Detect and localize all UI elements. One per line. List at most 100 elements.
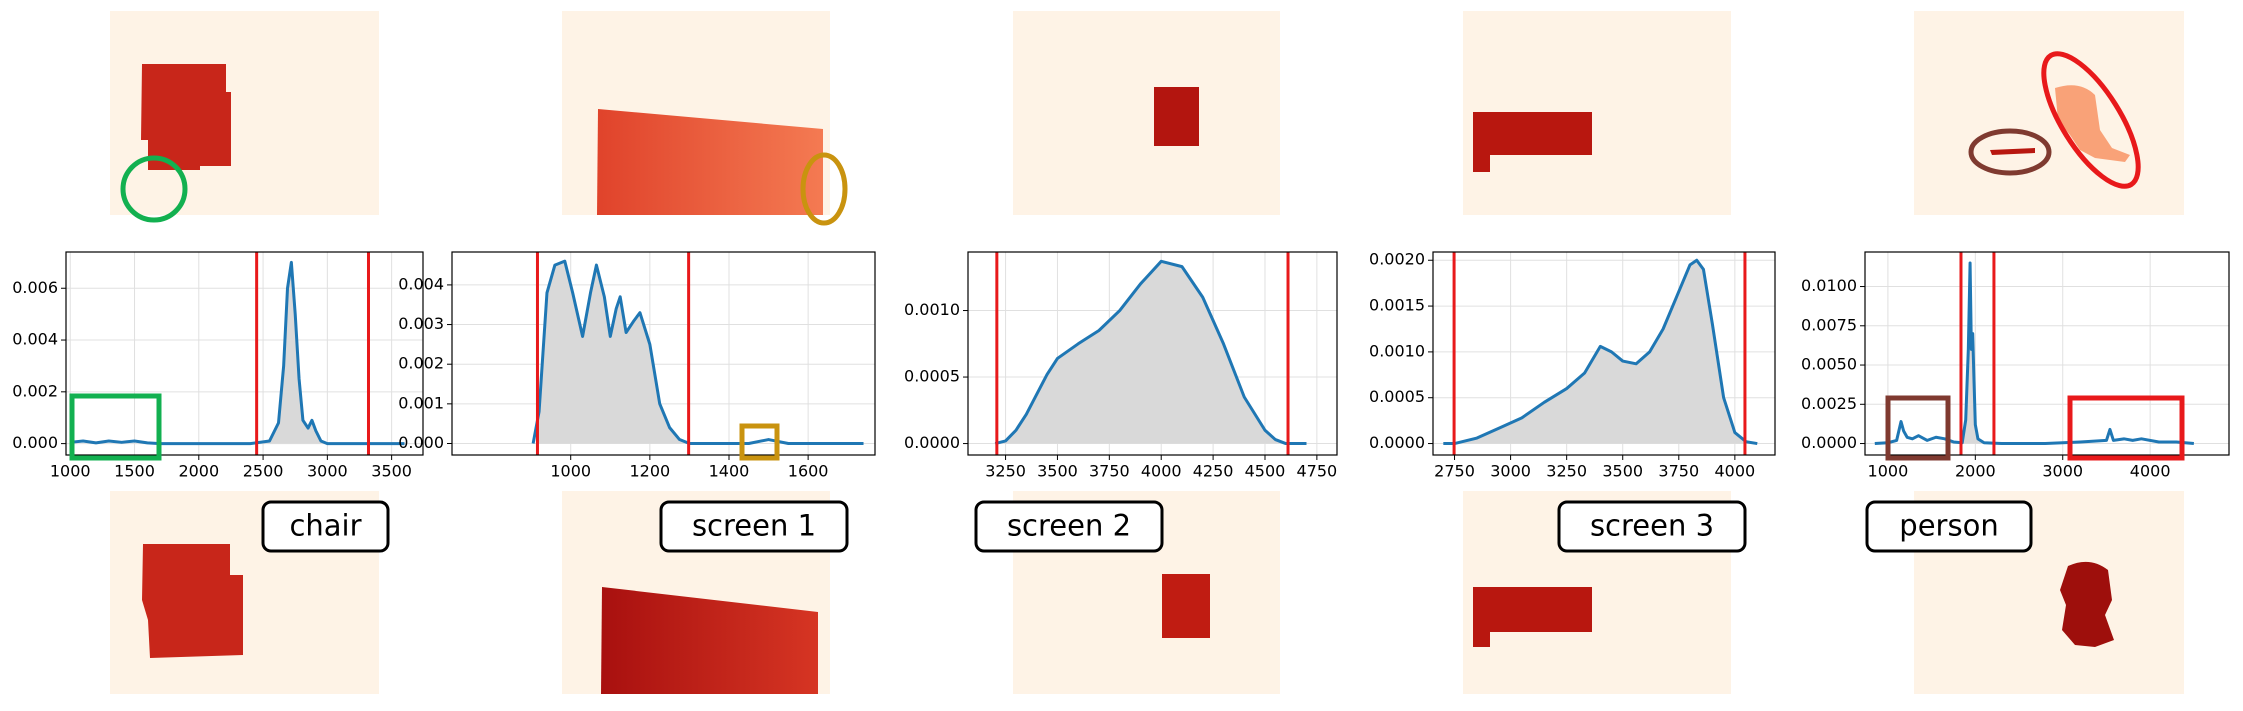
- object-mask: [141, 64, 231, 170]
- object-label: screen 3: [1590, 509, 1714, 543]
- y-tick-label: 0.002: [398, 354, 444, 373]
- x-tick-label: 3500: [1037, 462, 1078, 481]
- plot-background: [1865, 252, 2229, 455]
- object-mask: [142, 544, 243, 658]
- x-tick-label: 3250: [1546, 462, 1587, 481]
- label-box: [974, 500, 1164, 553]
- x-tick-label: 4750: [1297, 462, 1338, 481]
- y-tick-label: 0.001: [398, 393, 444, 412]
- x-tick-label: 3750: [1089, 462, 1130, 481]
- shaded-region: [996, 261, 1289, 444]
- y-tick-label: 0.0075: [1801, 315, 1857, 334]
- y-tick-label: 0.004: [398, 274, 444, 293]
- chart-panel: 1000 1500 2000 2500 3000 3500 0.000 0.002 0.004 0…: [12, 251, 424, 553]
- x-tick-label: 1500: [114, 462, 155, 481]
- chart-panel: 1000 1200 1400 1600 0.000 0.001 0.002 0.003 0.00…: [398, 251, 876, 553]
- label-box: [261, 500, 390, 553]
- density-curve: [1874, 261, 2194, 446]
- x-tick-label: 3000: [307, 462, 348, 481]
- object-label: chair: [289, 509, 361, 543]
- x-tick-label: 1000: [50, 462, 91, 481]
- y-tick-label: 0.0000: [904, 433, 960, 452]
- x-tick-label: 4000: [2130, 462, 2171, 481]
- object-label: screen 2: [1007, 509, 1131, 543]
- y-tick-label: 0.000: [12, 433, 58, 452]
- y-tick-label: 0.0005: [904, 367, 960, 386]
- x-tick-label: 1000: [550, 462, 591, 481]
- x-tick-label: 4250: [1193, 462, 1234, 481]
- density-curve: [70, 260, 405, 446]
- x-tick-label: 1400: [709, 462, 750, 481]
- chart-panel: 1000 2000 3000 4000 0.0000 0.0025 0.0050 0.0075…: [1801, 251, 2230, 553]
- depth-image: [1914, 11, 2184, 215]
- y-tick-label: 0.0000: [1369, 433, 1425, 452]
- plot-frame: [451, 251, 876, 456]
- x-tick-label: 3000: [2042, 462, 2083, 481]
- highlight-circle: [120, 155, 188, 223]
- y-tick-label: 0.006: [12, 278, 58, 297]
- label-box: [659, 500, 849, 553]
- density-curve: [1443, 258, 1758, 446]
- highlight-ellipse: [1968, 128, 2052, 176]
- y-tick-label: 0.0025: [1801, 394, 1857, 413]
- plot-frame: [1432, 251, 1776, 456]
- density-curve: [531, 259, 864, 446]
- highlight-box: [739, 423, 780, 461]
- highlight-box: [69, 393, 162, 461]
- x-tick-label: 2000: [178, 462, 219, 481]
- chart-panel: 2750 3000 3250 3500 3750 4000 0.0000 0.0005 0.00…: [1369, 250, 1776, 553]
- highlight-box: [1885, 395, 1951, 461]
- shaded-region: [1454, 260, 1745, 444]
- x-tick-label: 3250: [985, 462, 1026, 481]
- chart-panel: 3250 3500 3750 4000 4250 4500 4750 0.0000 0.0005…: [904, 251, 1338, 553]
- shaded-region: [256, 262, 369, 444]
- y-tick-label: 0.0010: [904, 300, 960, 319]
- y-tick-label: 0.000: [398, 433, 444, 452]
- x-tick-label: 2000: [1955, 462, 1996, 481]
- x-tick-label: 2750: [1434, 462, 1475, 481]
- x-tick-label: 3000: [1490, 462, 1531, 481]
- x-tick-label: 1600: [788, 462, 829, 481]
- y-tick-label: 0.004: [12, 330, 58, 349]
- y-tick-label: 0.0015: [1369, 296, 1425, 315]
- highlight-box: [2067, 395, 2185, 461]
- x-tick-label: 1000: [1868, 462, 1909, 481]
- x-tick-label: 2500: [243, 462, 284, 481]
- object-mask: [2060, 561, 2114, 647]
- object-mask: [1473, 112, 1592, 172]
- x-tick-label: 4000: [1141, 462, 1182, 481]
- plot-background: [66, 252, 423, 455]
- highlight-ellipse: [2041, 51, 2141, 189]
- object-label: screen 1: [692, 509, 816, 543]
- x-tick-label: 3750: [1658, 462, 1699, 481]
- x-tick-label: 3500: [1602, 462, 1643, 481]
- highlight-ellipse: [800, 152, 848, 226]
- y-tick-label: 0.0005: [1369, 387, 1425, 406]
- y-tick-label: 0.0010: [1369, 341, 1425, 360]
- y-tick-label: 0.0000: [1801, 433, 1857, 452]
- x-tick-label: 3500: [371, 462, 412, 481]
- y-tick-label: 0.0050: [1801, 355, 1857, 374]
- y-tick-label: 0.002: [12, 381, 58, 400]
- x-tick-label: 4500: [1245, 462, 1286, 481]
- object-mask: [1162, 574, 1210, 638]
- plot-frame: [65, 251, 424, 456]
- object-label: person: [1899, 509, 1998, 543]
- plot-frame: [967, 251, 1338, 456]
- y-tick-label: 0.0020: [1369, 250, 1425, 269]
- object-mask: [1473, 587, 1592, 647]
- label-box: [1557, 500, 1747, 553]
- y-tick-label: 0.003: [398, 314, 444, 333]
- depth-image: [1013, 11, 1280, 215]
- object-mask: [601, 587, 818, 694]
- object-mask: [1990, 148, 2035, 155]
- charts: 1000 1500 2000 2500 3000 3500 0.000 0.002 0.004 0…: [12, 250, 2230, 553]
- object-mask: [2055, 85, 2130, 162]
- object-mask: [597, 109, 823, 215]
- x-tick-label: 1200: [629, 462, 670, 481]
- x-tick-label: 4000: [1714, 462, 1755, 481]
- top-images: [110, 11, 2184, 226]
- y-tick-label: 0.0100: [1801, 276, 1857, 295]
- label-box: [1865, 500, 2033, 553]
